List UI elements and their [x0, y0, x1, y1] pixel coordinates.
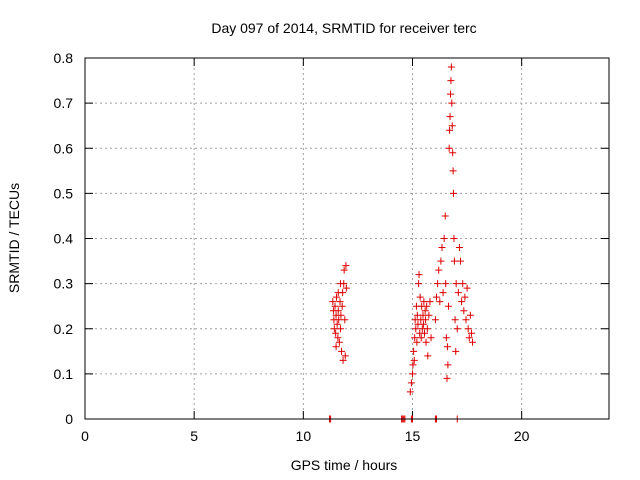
data-point: [465, 325, 472, 332]
data-point: [456, 244, 463, 251]
data-point: [418, 334, 425, 341]
x-tick-label: 0: [81, 428, 89, 444]
data-point: [333, 343, 340, 350]
data-point: [426, 298, 433, 305]
data-point: [461, 294, 468, 301]
data-point: [337, 325, 344, 332]
x-axis-label: GPS time / hours: [291, 457, 398, 473]
data-point: [467, 312, 474, 319]
data-point: [338, 348, 345, 355]
data-point: [333, 294, 340, 301]
data-point: [409, 361, 416, 368]
data-point: [454, 325, 461, 332]
data-point: [432, 316, 439, 323]
data-point: [423, 339, 430, 346]
data-point: [450, 167, 457, 174]
data-point: [341, 316, 348, 323]
data-point: [415, 280, 422, 287]
data-point: [424, 352, 431, 359]
x-tick-label: 10: [296, 428, 312, 444]
data-point: [435, 267, 442, 274]
data-point: [436, 298, 443, 305]
grid-lines: [85, 58, 609, 419]
data-point: [469, 339, 476, 346]
data-point: [452, 316, 459, 323]
data-point: [444, 343, 451, 350]
y-tick-label: 0.4: [54, 231, 74, 247]
y-tick-label: 0: [65, 411, 73, 427]
data-point: [447, 113, 454, 120]
data-point: [428, 334, 435, 341]
data-point: [416, 271, 423, 278]
data-point: [438, 244, 445, 251]
tick-labels: 0 0.1 0.2 0.3 0.4 0.5 0.6 0.7 0.8 0 5 10 15 20: [54, 50, 530, 444]
data-point: [459, 280, 466, 287]
data-point: [446, 145, 453, 152]
data-point: [464, 285, 471, 292]
data-point: [442, 212, 449, 219]
data-point: [443, 334, 450, 341]
data-point: [450, 190, 457, 197]
data-point: [447, 91, 454, 98]
data-point: [425, 312, 432, 319]
scatter-chart: Day 097 of 2014, SRMTID for receiver ter…: [0, 0, 640, 480]
data-point: [457, 258, 464, 265]
y-tick-label: 0.5: [54, 185, 74, 201]
data-point: [460, 307, 467, 314]
data-point: [408, 379, 415, 386]
y-tick-label: 0.1: [54, 366, 74, 382]
data-point: [434, 280, 441, 287]
data-point: [455, 289, 462, 296]
y-tick-label: 0.2: [54, 321, 74, 337]
data-point: [417, 294, 424, 301]
data-point: [341, 267, 348, 274]
data-point: [451, 258, 458, 265]
data-point: [453, 280, 460, 287]
x-tick-label: 15: [405, 428, 421, 444]
data-point: [342, 262, 349, 269]
data-point: [410, 348, 417, 355]
y-tick-label: 0.7: [54, 95, 74, 111]
data-point: [409, 370, 416, 377]
chart-title: Day 097 of 2014, SRMTID for receiver ter…: [211, 20, 476, 36]
data-point: [440, 289, 447, 296]
data-point: [443, 375, 450, 382]
y-tick-label: 0.8: [54, 50, 74, 66]
data-point: [462, 316, 469, 323]
data-point: [444, 361, 451, 368]
y-tick-label: 0.3: [54, 276, 74, 292]
data-point: [441, 235, 448, 242]
data-point: [437, 258, 444, 265]
y-tick-label: 0.6: [54, 140, 74, 156]
y-axis-label: SRMTID / TECUs: [6, 183, 22, 293]
data-point: [445, 303, 452, 310]
data-point: [433, 294, 440, 301]
data-point: [448, 100, 455, 107]
data-points: [326, 64, 476, 423]
data-point: [337, 280, 344, 287]
data-point: [449, 149, 456, 156]
data-point: [411, 357, 418, 364]
data-point: [447, 77, 454, 84]
data-point: [452, 348, 459, 355]
data-point: [450, 235, 457, 242]
x-tick-label: 20: [514, 428, 530, 444]
data-point: [448, 64, 455, 71]
data-point: [335, 289, 342, 296]
x-tick-label: 5: [190, 428, 198, 444]
data-point: [458, 298, 465, 305]
data-point: [442, 280, 449, 287]
data-point: [336, 339, 343, 346]
